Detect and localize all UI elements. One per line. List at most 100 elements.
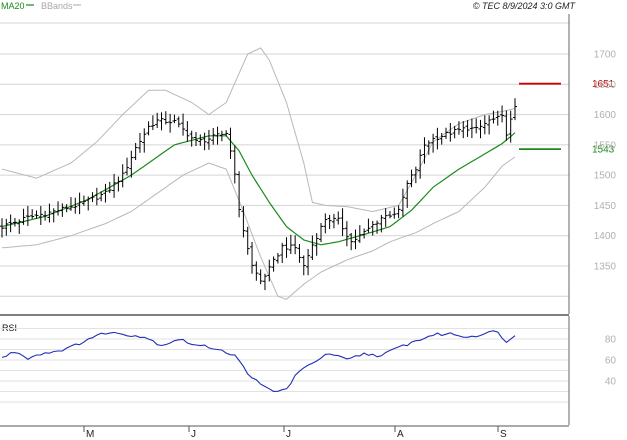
ohlc-bar (189, 130, 194, 147)
ohlc-bar (379, 214, 384, 233)
ohlc-bar (245, 226, 250, 255)
ohlc-bar (34, 210, 39, 219)
ohlc-bar (241, 206, 246, 238)
ohlc-bar (314, 233, 319, 256)
ohlc-bar (181, 113, 186, 136)
legend-ma20-label: MA20 (1, 1, 25, 11)
ohlc-bars-group (0, 98, 517, 291)
price-tick-label: 1650 (594, 80, 617, 91)
ohlc-bar (81, 195, 86, 206)
ohlc-bar (383, 208, 388, 227)
ohlc-bar (112, 173, 117, 198)
bband-lower-line (1, 156, 516, 300)
ohlc-bar (103, 183, 108, 203)
ohlc-bar (90, 192, 95, 203)
ohlc-bar (465, 120, 470, 137)
ohlc-bar (254, 261, 259, 281)
ohlc-bar (491, 110, 496, 124)
ohlc-bar (370, 220, 375, 236)
ohlc-bar (474, 118, 479, 134)
ohlc-bar (73, 197, 78, 214)
ohlc-bar (396, 205, 401, 219)
rsi-grid (0, 328, 569, 403)
ohlc-bar (185, 121, 190, 142)
ohlc-bar (176, 116, 181, 128)
price-tick-label: 1550 (594, 140, 617, 151)
copyright-label: © TEC 8/9/2024 3:0 GMT (473, 1, 577, 11)
ohlc-bar (146, 121, 151, 136)
ohlc-bar (500, 105, 505, 123)
ohlc-bar (357, 225, 362, 243)
ohlc-bar (353, 229, 358, 250)
ohlc-bar (405, 180, 410, 208)
price-tick-label: 1500 (594, 171, 617, 182)
ohlc-bar (60, 203, 65, 217)
ohlc-bar (43, 210, 48, 221)
ohlc-bar (375, 220, 380, 234)
ohlc-bar (12, 217, 17, 227)
ohlc-bar (280, 242, 285, 264)
ohlc-bar (25, 205, 30, 227)
ohlc-bar (56, 201, 61, 216)
rsi-line (1, 330, 516, 392)
ohlc-bar (116, 176, 121, 192)
ohlc-bar (444, 127, 449, 139)
ohlc-bar (306, 248, 311, 276)
ohlc-bar (293, 235, 298, 255)
ohlc-bar (258, 269, 263, 285)
ohlc-bar (21, 208, 26, 225)
ohlc-bar (64, 204, 69, 213)
ohlc-bar (228, 127, 233, 159)
ohlc-bar (30, 209, 35, 219)
ohlc-bar (129, 150, 134, 178)
ohlc-bar (487, 115, 492, 135)
ohlc-bar (323, 213, 328, 234)
x-tick-label: M (86, 429, 94, 440)
ohlc-bar (387, 211, 392, 219)
rsi-tick-label: 40 (605, 377, 617, 388)
ohlc-bar (275, 252, 280, 264)
ohlc-bar (482, 115, 487, 135)
ohlc-bar (163, 111, 168, 125)
ohlc-bar (68, 197, 73, 211)
ohlc-bar (107, 181, 112, 194)
ohlc-bar (250, 241, 255, 274)
ohlc-bar (133, 142, 138, 161)
price-tick-label: 1600 (594, 110, 617, 121)
ohlc-bar (284, 237, 289, 258)
ohlc-bar (469, 118, 474, 139)
annotation-label: 1651 (592, 79, 615, 90)
ohlc-bar (94, 187, 99, 206)
ohlc-bar (193, 132, 198, 147)
ohlc-bar (38, 205, 43, 225)
ohlc-bar (120, 164, 125, 188)
bband-upper-line (1, 47, 516, 213)
ohlc-bar (297, 243, 302, 263)
ohlc-bar (331, 213, 336, 229)
ohlc-bar (422, 137, 427, 164)
ohlc-bar (409, 169, 414, 188)
ohlc-bar (418, 149, 423, 179)
ohlc-bar (452, 125, 457, 139)
ohlc-bar (215, 126, 220, 145)
price-tick-label: 1400 (594, 231, 617, 242)
ohlc-bar (224, 130, 229, 137)
x-tick-label: S (500, 429, 507, 440)
ohlc-bar (344, 221, 349, 247)
ohlc-bar (478, 119, 483, 139)
ohlc-bar (155, 112, 160, 129)
ohlc-bar (340, 208, 345, 237)
ohlc-bar (4, 218, 9, 236)
ohlc-bar (508, 110, 513, 143)
ohlc-bar (8, 214, 13, 233)
ohlc-bar (301, 255, 306, 276)
ohlc-bar (77, 192, 82, 215)
price-grid (0, 22, 569, 297)
ohlc-bar (198, 134, 203, 146)
ohlc-bar (349, 232, 354, 251)
ohlc-bar (137, 132, 142, 153)
ohlc-bar (504, 110, 509, 141)
ohlc-bar (495, 110, 500, 126)
